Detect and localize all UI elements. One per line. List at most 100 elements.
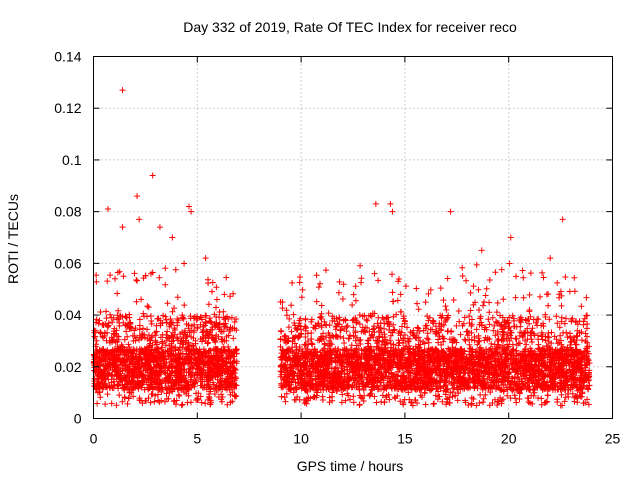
- data-point: [101, 355, 108, 362]
- data-point: [562, 315, 569, 322]
- data-point: [125, 394, 132, 401]
- data-point: [545, 302, 552, 309]
- data-point: [218, 336, 225, 343]
- data-point: [119, 368, 126, 375]
- data-point: [159, 340, 166, 347]
- data-point: [154, 381, 161, 388]
- data-point: [157, 320, 164, 327]
- data-point: [163, 395, 170, 402]
- data-point: [214, 346, 221, 353]
- data-point: [167, 379, 174, 386]
- data-point: [223, 376, 230, 383]
- data-point: [219, 393, 226, 400]
- data-point: [154, 391, 161, 398]
- data-point: [115, 381, 122, 388]
- data-point: [131, 270, 138, 277]
- data-point: [188, 352, 195, 359]
- data-point: [390, 298, 397, 305]
- data-point: [209, 326, 216, 333]
- data-point: [429, 319, 436, 326]
- data-point: [227, 359, 234, 366]
- data-point: [231, 319, 238, 326]
- data-point: [562, 273, 569, 280]
- data-point: [220, 343, 227, 350]
- data-point: [218, 351, 225, 358]
- data-point: [299, 286, 306, 293]
- data-point: [126, 377, 133, 384]
- data-point: [189, 382, 196, 389]
- data-point: [206, 361, 213, 368]
- data-point: [209, 368, 216, 375]
- data-point: [180, 335, 187, 342]
- data-point: [113, 327, 120, 334]
- data-point: [520, 294, 527, 301]
- data-point: [120, 344, 127, 351]
- data-point: [153, 361, 160, 368]
- data-point: [450, 296, 457, 303]
- data-point: [144, 326, 151, 333]
- data-point: [93, 348, 100, 355]
- data-point: [142, 272, 149, 279]
- data-point: [476, 307, 483, 314]
- data-point: [181, 302, 188, 309]
- data-point: [191, 321, 198, 328]
- data-point: [153, 341, 160, 348]
- data-point: [227, 391, 234, 398]
- data-point: [176, 344, 183, 351]
- data-point: [199, 338, 206, 345]
- data-point: [229, 362, 236, 369]
- data-point: [117, 351, 124, 358]
- data-point: [99, 321, 106, 328]
- data-point: [227, 324, 234, 331]
- data-point: [187, 365, 194, 372]
- data-point: [193, 375, 200, 382]
- data-point: [102, 401, 109, 408]
- data-point: [96, 317, 103, 324]
- data-point: [152, 332, 159, 339]
- data-point: [492, 269, 499, 276]
- data-point: [143, 357, 150, 364]
- data-point: [203, 312, 210, 319]
- data-point: [193, 396, 200, 403]
- data-point: [119, 398, 126, 405]
- data-point: [207, 318, 214, 325]
- data-point: [145, 304, 152, 311]
- data-point: [120, 319, 127, 326]
- data-point: [215, 387, 222, 394]
- data-point: [176, 392, 183, 399]
- data-point: [230, 290, 237, 297]
- data-point: [185, 339, 192, 346]
- data-point: [157, 380, 164, 387]
- data-point: [136, 326, 143, 333]
- data-point: [553, 313, 560, 320]
- data-point: [104, 324, 111, 331]
- data-point: [205, 357, 212, 364]
- data-point: [184, 332, 191, 339]
- data-point: [187, 373, 194, 380]
- data-point: [128, 389, 135, 396]
- data-point: [389, 271, 396, 278]
- data-point: [213, 331, 220, 338]
- data-point: [282, 398, 289, 405]
- data-point: [103, 308, 110, 315]
- data-point: [110, 376, 117, 383]
- data-point: [206, 315, 213, 322]
- data-point: [138, 296, 145, 303]
- data-point: [163, 319, 170, 326]
- data-point: [193, 390, 200, 397]
- data-point: [222, 320, 229, 327]
- data-point: [194, 324, 201, 331]
- data-point: [212, 337, 219, 344]
- data-point: [99, 382, 106, 389]
- data-point: [506, 260, 513, 267]
- data-point: [216, 324, 223, 331]
- data-point: [317, 280, 324, 287]
- data-point: [566, 288, 573, 295]
- data-point: [128, 357, 135, 364]
- data-point: [115, 307, 122, 314]
- data-point: [191, 313, 198, 320]
- data-point: [132, 337, 139, 344]
- data-point: [185, 360, 192, 367]
- data-point: [197, 361, 204, 368]
- data-point: [139, 381, 146, 388]
